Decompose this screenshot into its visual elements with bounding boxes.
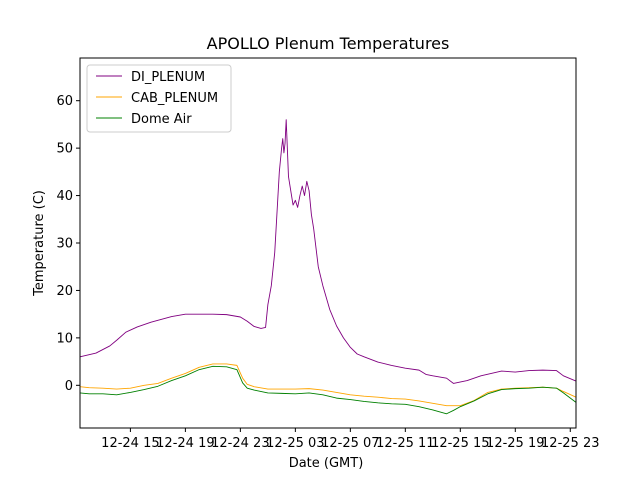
legend-entry: DI_PLENUM bbox=[131, 70, 205, 85]
y-tick-label: 30 bbox=[56, 237, 73, 252]
x-tick-label: 12-25 19 bbox=[486, 436, 544, 451]
x-axis-label: Date (GMT) bbox=[289, 456, 364, 471]
legend: DI_PLENUM CAB_PLENUM Dome Air bbox=[86, 64, 232, 133]
legend-entry: CAB_PLENUM bbox=[131, 91, 218, 106]
x-tick-label: 12-24 15 bbox=[101, 436, 159, 451]
legend-items: DI_PLENUM CAB_PLENUM Dome Air bbox=[96, 70, 218, 127]
legend-box bbox=[86, 64, 232, 133]
x-tick-label: 12-25 11 bbox=[376, 436, 434, 451]
chart-title: APOLLO Plenum Temperatures bbox=[207, 34, 450, 53]
y-tick-label: 50 bbox=[56, 142, 73, 157]
y-tick-label: 20 bbox=[56, 284, 73, 299]
series-line-di-plenum bbox=[79, 119, 577, 384]
x-tick-label: 12-25 23 bbox=[541, 436, 599, 451]
x-tick-label: 12-24 19 bbox=[156, 436, 214, 451]
x-tick-label: 12-25 07 bbox=[321, 436, 379, 451]
x-tick-label: 12-25 15 bbox=[431, 436, 489, 451]
y-tick-label: 40 bbox=[56, 189, 73, 204]
y-tick-label: 60 bbox=[56, 94, 73, 109]
y-tick-label: 0 bbox=[65, 379, 73, 394]
legend-entry: Dome Air bbox=[131, 112, 192, 127]
x-tick-label: 12-24 23 bbox=[211, 436, 269, 451]
series-line-cab-plenum bbox=[79, 363, 577, 407]
x-tick-label: 12-25 03 bbox=[266, 436, 324, 451]
series-line-dome-air bbox=[79, 365, 577, 415]
y-axis: 0 10 20 30 40 50 60 bbox=[56, 94, 80, 394]
y-tick-label: 10 bbox=[56, 331, 73, 346]
y-axis-label: Temperature (C) bbox=[32, 190, 47, 297]
series-layer bbox=[79, 119, 577, 415]
